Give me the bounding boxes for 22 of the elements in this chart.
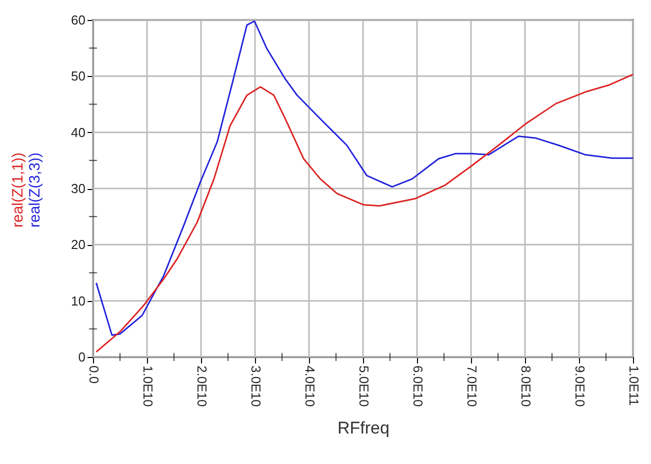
x-tick-label: 1.0E10 xyxy=(140,366,156,407)
line-series xyxy=(95,74,634,353)
y-tick-label: 30 xyxy=(71,181,86,196)
x-tick-label: 8.0E10 xyxy=(518,366,534,407)
x-tick-label: 6.0E10 xyxy=(410,366,426,407)
x-tick-label: 0.0 xyxy=(86,366,102,384)
y-tick-label: 20 xyxy=(71,237,86,252)
text: real(Z(1,1)) xyxy=(10,152,26,228)
x-tick-label: 3.0E10 xyxy=(248,366,264,407)
y-tick-label: 40 xyxy=(71,124,86,140)
y-tick-label: 60 xyxy=(71,12,86,28)
x-tick-label: 2.0E10 xyxy=(194,366,210,407)
x-axis-title: RFfreq xyxy=(338,418,390,438)
x-tick-label: 1.0E11 xyxy=(626,366,642,406)
text: real(Z(3,3)) xyxy=(26,152,44,228)
x-tick-label: 5.0E10 xyxy=(356,366,372,407)
y-tick-label: 0 xyxy=(78,350,86,364)
y-tick-label: 10 xyxy=(71,293,86,308)
x-tick-label: 4.0E10 xyxy=(302,366,318,407)
x-tick-label: 9.0E10 xyxy=(572,366,588,407)
y-tick-label: 50 xyxy=(71,68,86,84)
x-tick-label: 7.0E10 xyxy=(464,366,480,407)
